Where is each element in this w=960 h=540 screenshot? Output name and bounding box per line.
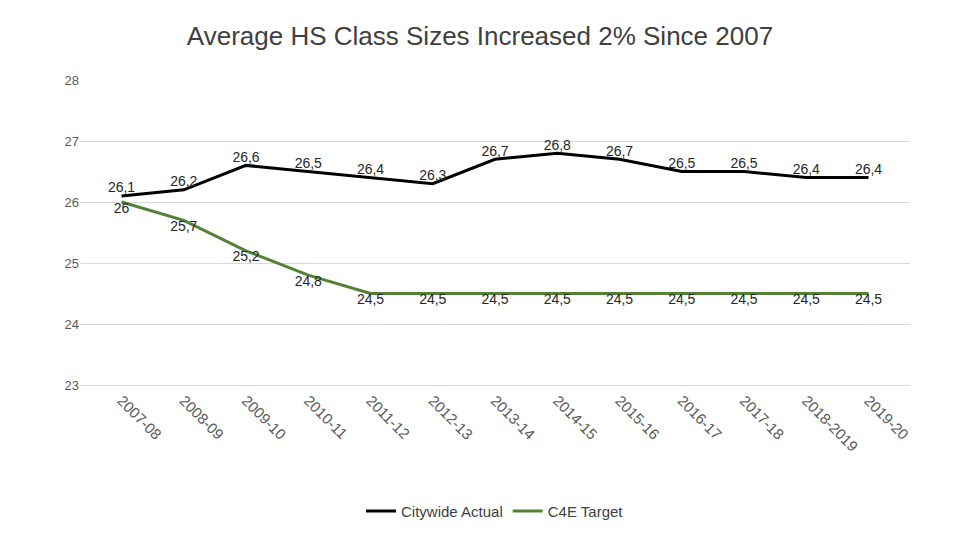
svg-text:24,5: 24,5 <box>419 291 446 307</box>
svg-text:2007-08: 2007-08 <box>114 392 165 443</box>
svg-text:2014-15: 2014-15 <box>550 392 601 443</box>
svg-text:26,5: 26,5 <box>730 155 757 171</box>
svg-text:2011-12: 2011-12 <box>363 392 413 442</box>
svg-text:24,5: 24,5 <box>544 291 571 307</box>
svg-text:26,3: 26,3 <box>419 167 446 183</box>
svg-text:26,4: 26,4 <box>855 161 882 177</box>
svg-text:2015-16: 2015-16 <box>612 392 663 443</box>
svg-text:26,4: 26,4 <box>357 161 384 177</box>
svg-text:24,5: 24,5 <box>357 291 384 307</box>
svg-text:26,1: 26,1 <box>108 179 135 195</box>
svg-text:26: 26 <box>114 200 130 216</box>
svg-text:24,5: 24,5 <box>855 291 882 307</box>
svg-text:23: 23 <box>65 378 79 393</box>
svg-text:2008-09: 2008-09 <box>176 392 227 443</box>
svg-text:24: 24 <box>65 317 79 332</box>
svg-text:24,5: 24,5 <box>481 291 508 307</box>
svg-text:C4E Target: C4E Target <box>548 503 624 520</box>
svg-text:26,7: 26,7 <box>481 143 508 159</box>
svg-text:2010-11: 2010-11 <box>301 392 351 442</box>
svg-text:26,6: 26,6 <box>232 149 259 165</box>
svg-text:24,5: 24,5 <box>606 291 633 307</box>
svg-text:26: 26 <box>65 195 79 210</box>
svg-text:Average HS Class Sizes Increas: Average HS Class Sizes Increased 2% Sinc… <box>187 21 773 51</box>
svg-text:26,8: 26,8 <box>544 137 571 153</box>
svg-text:26,4: 26,4 <box>793 161 820 177</box>
svg-text:27: 27 <box>65 134 79 149</box>
svg-text:24,8: 24,8 <box>295 273 322 289</box>
svg-text:2013-14: 2013-14 <box>488 392 539 443</box>
svg-text:2018-2019: 2018-2019 <box>799 392 862 455</box>
svg-text:24,5: 24,5 <box>793 291 820 307</box>
svg-text:25,2: 25,2 <box>232 248 259 264</box>
svg-text:2009-10: 2009-10 <box>239 392 290 443</box>
svg-text:2016-17: 2016-17 <box>674 392 725 443</box>
svg-text:26,5: 26,5 <box>295 155 322 171</box>
svg-text:24,5: 24,5 <box>730 291 757 307</box>
svg-text:24,5: 24,5 <box>668 291 695 307</box>
svg-text:2017-18: 2017-18 <box>737 392 788 443</box>
svg-text:26,5: 26,5 <box>668 155 695 171</box>
svg-text:26,2: 26,2 <box>170 173 197 189</box>
svg-text:25,7: 25,7 <box>170 218 197 234</box>
svg-text:2019-20: 2019-20 <box>861 392 912 443</box>
svg-text:Citywide Actual: Citywide Actual <box>401 503 503 520</box>
svg-text:2012-13: 2012-13 <box>425 392 476 443</box>
svg-text:25: 25 <box>65 256 79 271</box>
svg-text:28: 28 <box>65 73 79 88</box>
svg-text:26,7: 26,7 <box>606 143 633 159</box>
